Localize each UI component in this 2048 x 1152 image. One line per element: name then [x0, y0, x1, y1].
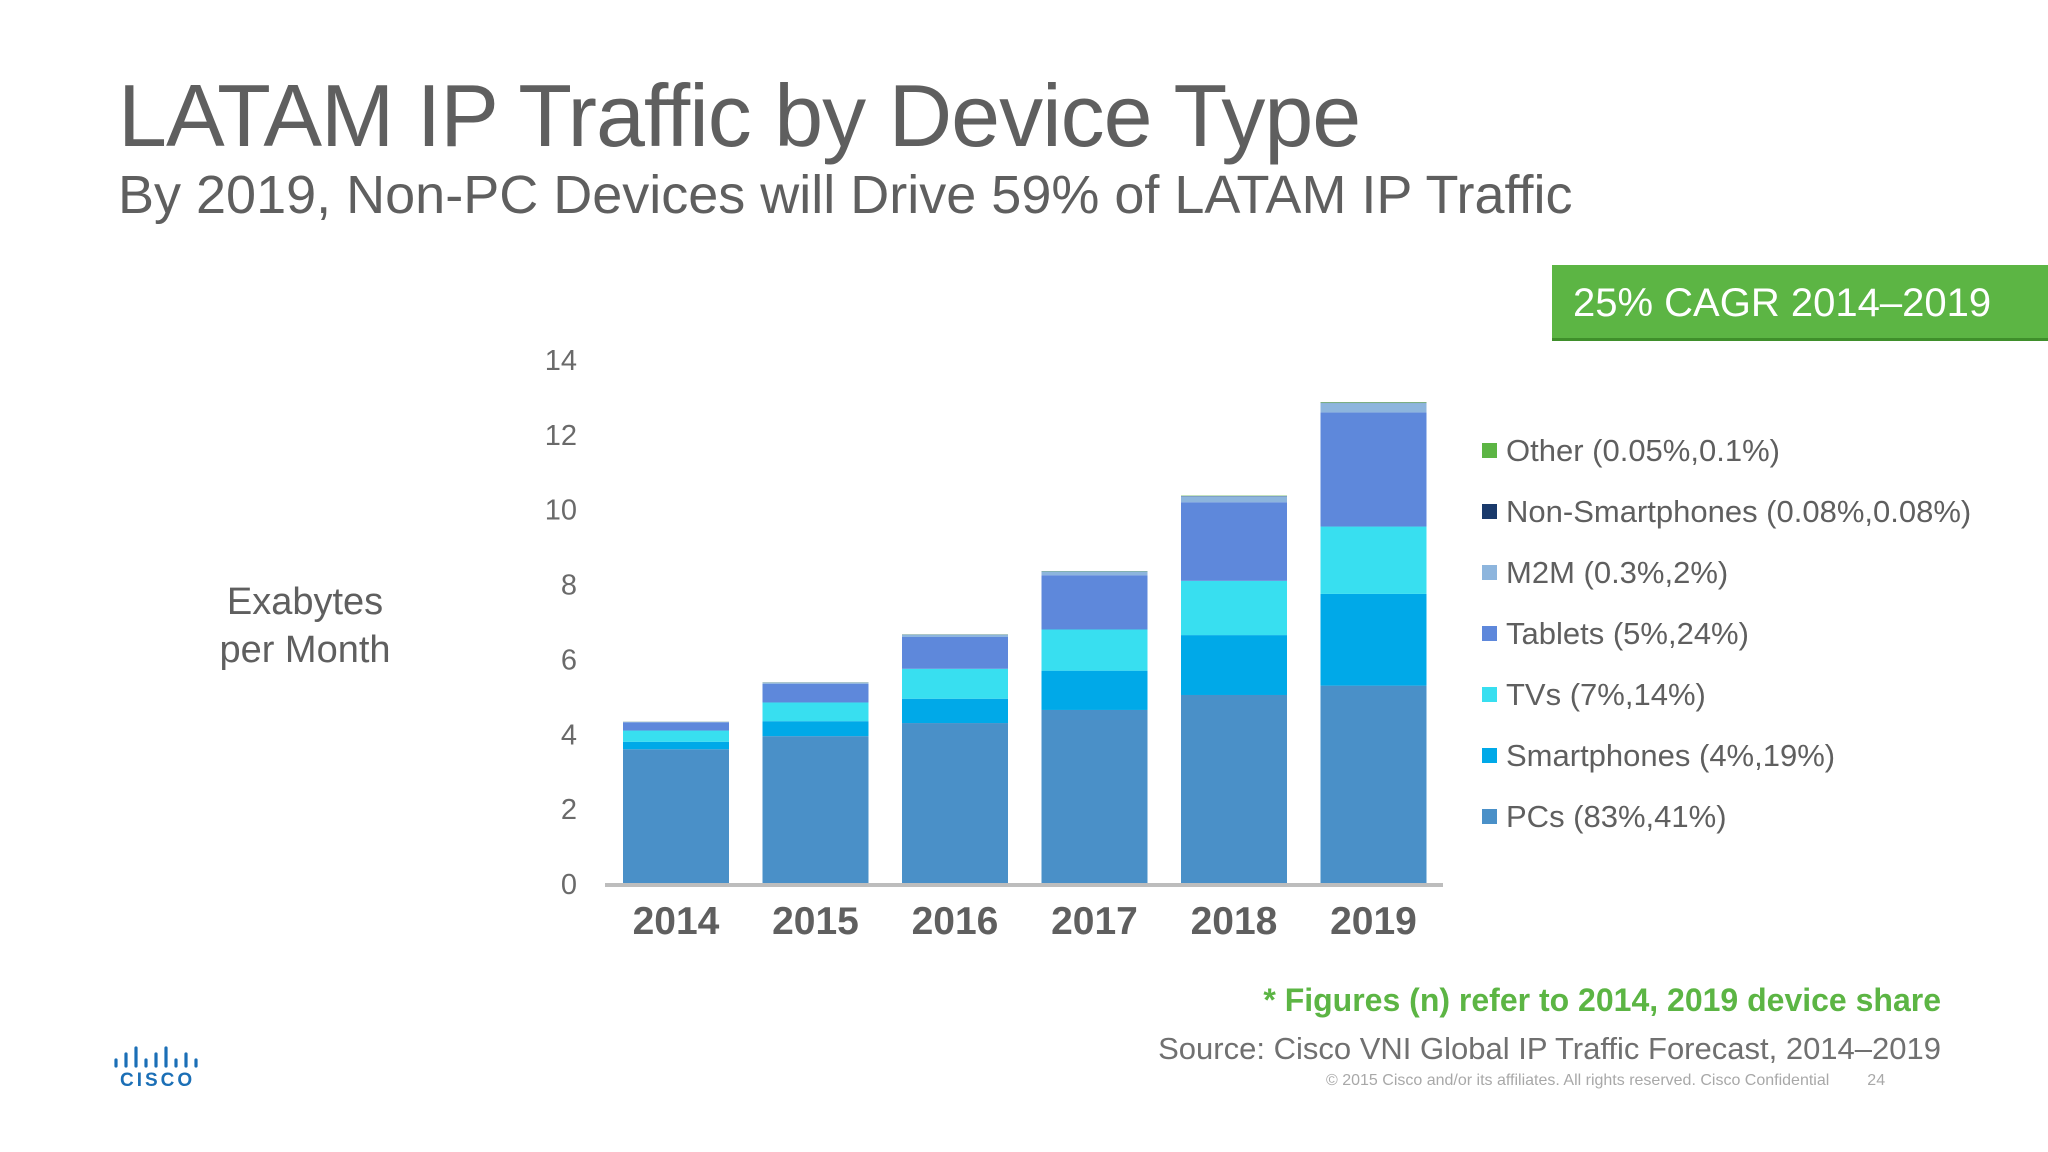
x-tick-label: 2016 [912, 900, 999, 943]
legend-item: TVs (7%,14%) [1482, 664, 1971, 725]
bar-segment [762, 736, 869, 884]
legend-item: PCs (83%,41%) [1482, 786, 1971, 847]
y-tick-label: 4 [561, 719, 577, 751]
y-tick-label: 8 [561, 570, 577, 602]
bar-segment [902, 723, 1008, 884]
x-tick-label: 2019 [1330, 900, 1417, 943]
y-tick-label: 12 [545, 420, 577, 452]
bar-segment [1041, 629, 1148, 671]
x-tick-label: 2015 [772, 900, 859, 943]
legend-label: Other (0.05%,0.1%) [1506, 432, 1780, 468]
legend-item: Non-Smartphones (0.08%,0.08%) [1482, 481, 1971, 542]
legend-swatch [1482, 809, 1497, 824]
legend-swatch [1482, 565, 1497, 580]
chart-legend: Other (0.05%,0.1%) Non-Smartphones (0.08%… [1482, 420, 1971, 847]
legend-label: TVs (7%,14%) [1506, 676, 1706, 712]
bar-segment [623, 749, 729, 884]
bar-segment [1320, 403, 1427, 413]
cisco-logo-text: CISCO [120, 1070, 196, 1091]
bar-segment [762, 683, 869, 703]
page-number: 24 [1867, 1072, 1886, 1089]
bar-segment [1041, 670, 1148, 710]
y-tick-label: 10 [545, 495, 577, 527]
bar-segment [1320, 412, 1427, 527]
x-tick-label: 2014 [633, 900, 720, 943]
x-axis-labels: 2014 2015 2016 2017 2018 2019 [633, 900, 1417, 943]
y-tick-label: 2 [561, 794, 577, 826]
copyright-line: © 2015 Cisco and/or its affiliates. All … [1326, 1072, 1885, 1090]
legend-label: Non-Smartphones (0.08%,0.08%) [1506, 493, 1972, 529]
x-tick-label: 2018 [1191, 900, 1278, 943]
cagr-badge: 25% CAGR 2014–2019 [1552, 265, 2048, 341]
bar-segment [1320, 526, 1427, 594]
legend-label: PCs (83%,41%) [1506, 798, 1727, 834]
legend-swatch [1482, 504, 1497, 519]
legend-item: Smartphones (4%,19%) [1482, 725, 1971, 786]
x-tick-label: 2017 [1051, 900, 1138, 943]
legend-swatch [1482, 748, 1497, 763]
legend-label: Smartphones (4%,19%) [1506, 737, 1836, 773]
bar-segment [902, 634, 1008, 637]
y-axis-title-line-1: Exabytes [226, 581, 384, 623]
y-tick-label: 14 [545, 345, 577, 377]
y-tick-label: 0 [561, 869, 577, 901]
y-axis-title-line-2: per Month [219, 629, 391, 671]
bar-segment [623, 722, 729, 731]
bar-segment [1041, 575, 1148, 630]
slide-title: LATAM IP Traffic by Device Type [118, 66, 1361, 165]
bar-segment [762, 682, 869, 684]
legend-item: M2M (0.3%,2%) [1482, 542, 1971, 603]
legend-label: M2M (0.3%,2%) [1506, 554, 1729, 590]
bar-segment [1041, 709, 1148, 884]
source-note: Source: Cisco VNI Global IP Traffic Fore… [1158, 1031, 1941, 1066]
bar-segment [902, 668, 1008, 699]
y-axis-title: Exabytes per Month [190, 578, 420, 674]
bar-segment [1181, 694, 1287, 884]
slide-subtitle: By 2019, Non-PC Devices will Drive 59% o… [118, 165, 1573, 225]
legend-item: Other (0.05%,0.1%) [1482, 420, 1971, 481]
cisco-logo-icon [114, 1046, 198, 1068]
legend-swatch [1482, 626, 1497, 641]
bar-segment [1181, 580, 1287, 636]
bar-segment [1181, 502, 1287, 581]
bar-segment [623, 730, 729, 742]
bar-segment [1320, 685, 1427, 884]
y-axis-ticks: 0 2 4 6 8 10 12 14 [545, 345, 577, 901]
footnote: * Figures (n) refer to 2014, 2019 device… [1263, 982, 1941, 1018]
bar-stacks [623, 402, 1427, 884]
legend-swatch [1482, 687, 1497, 702]
bar-segment [762, 721, 869, 737]
copyright-text: © 2015 Cisco and/or its affiliates. All … [1326, 1072, 1830, 1089]
legend-item: Tablets (5%,24%) [1482, 603, 1971, 664]
legend-label: Tablets (5%,24%) [1506, 615, 1749, 651]
bar-segment [623, 741, 729, 750]
stacked-bar-chart: 0 2 4 6 8 10 12 14 2014 2015 2016 2017 2018 2019 [545, 345, 1443, 943]
bar-segment [902, 698, 1008, 724]
legend-swatch [1482, 443, 1497, 458]
bar-segment [1320, 593, 1427, 686]
bar-segment [1181, 496, 1287, 503]
bar-segment [1181, 635, 1287, 695]
bar-segment [762, 702, 869, 722]
bar-segment [1041, 571, 1148, 576]
bar-segment [902, 636, 1008, 669]
y-tick-label: 6 [561, 644, 577, 676]
